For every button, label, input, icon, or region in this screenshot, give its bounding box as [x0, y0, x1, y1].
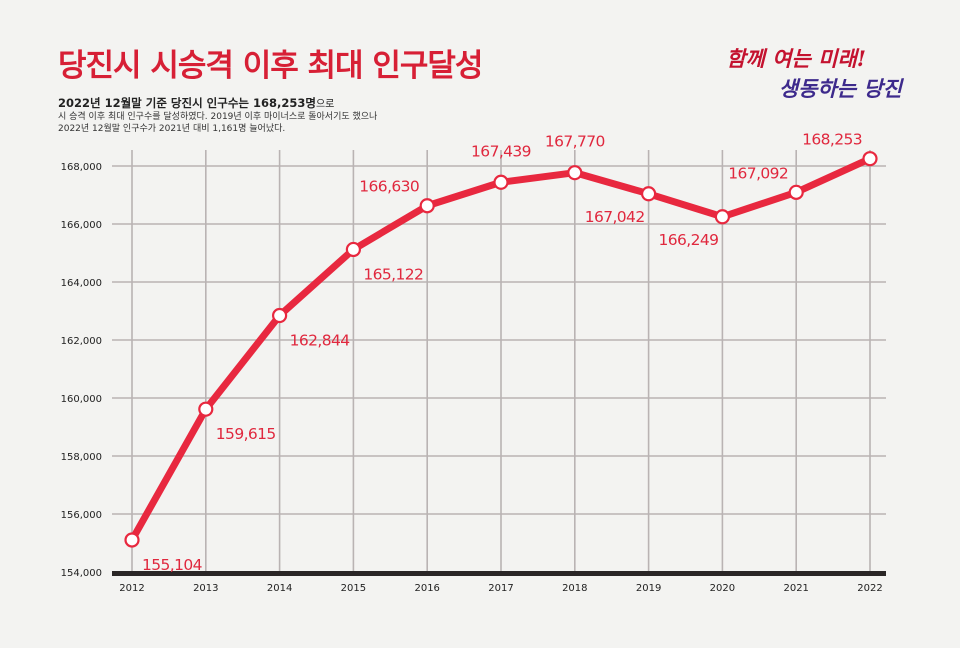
- y-tick-label: 162,000: [61, 336, 102, 347]
- data-point: [640, 186, 657, 202]
- y-tick-label: 154,000: [61, 568, 102, 579]
- data-point: [272, 307, 288, 324]
- data-label: 167,092: [728, 164, 788, 182]
- y-tick-label: 156,000: [61, 510, 102, 521]
- subtitle-body: 시 승격 이후 최대 인구수를 달성하였다. 2019년 이후 마이너스로 돌아…: [58, 111, 377, 135]
- data-label: 155,104: [142, 556, 202, 574]
- x-tick-label: 2020: [710, 583, 735, 594]
- subtitle-line-3: 2022년 12월말 인구수가 2021년 대비 1,161명 늘어났다.: [58, 124, 286, 134]
- slogan-line-2: 생동하는 당진: [778, 76, 902, 101]
- x-tick-label: 2013: [193, 583, 218, 594]
- data-point: [345, 241, 361, 258]
- data-label: 168,253: [802, 131, 862, 149]
- data-label: 167,770: [545, 133, 605, 151]
- x-tick-label: 2022: [857, 583, 882, 594]
- slogan-line-1: 함께 여는 미래!: [726, 46, 866, 71]
- slogan: 함께 여는 미래! 생동하는 당진: [726, 44, 902, 104]
- data-point: [567, 165, 583, 181]
- data-label: 167,042: [585, 208, 645, 226]
- y-tick-label: 166,000: [61, 220, 102, 231]
- x-tick-label: 2012: [119, 583, 144, 594]
- data-label: 162,844: [290, 332, 350, 350]
- chart-title: 당진시 시승격 이후 최대 인구달성: [58, 48, 483, 84]
- x-tick-label: 2017: [488, 583, 513, 594]
- subtitle-headline-text: 2022년 12월말 기준 당진시 인구수는 168,253명: [58, 96, 316, 110]
- data-point: [714, 209, 731, 225]
- data-point: [788, 184, 804, 200]
- data-point: [419, 198, 435, 214]
- subtitle-headline-suffix: 으로: [315, 99, 335, 110]
- data-point: [198, 401, 214, 417]
- x-tick-label: 2021: [783, 583, 808, 594]
- x-tick-label: 2018: [562, 583, 587, 594]
- y-tick-label: 158,000: [61, 452, 102, 463]
- data-label: 159,615: [216, 425, 276, 443]
- data-label: 167,439: [471, 142, 531, 160]
- y-tick-label: 168,000: [61, 162, 102, 173]
- x-tick-label: 2015: [341, 583, 366, 594]
- subtitle-line-2: 시 승격 이후 최대 인구수를 달성하였다. 2019년 이후 마이너스로 돌아…: [58, 112, 378, 122]
- y-tick-label: 160,000: [61, 394, 102, 405]
- data-label: 166,249: [658, 231, 718, 249]
- x-axis-baseline: [112, 571, 886, 576]
- x-tick-label: 2019: [636, 583, 661, 594]
- data-label: 166,630: [359, 178, 419, 196]
- x-tick-label: 2016: [414, 583, 439, 594]
- data-label: 165,122: [363, 265, 423, 283]
- x-tick-label: 2014: [267, 583, 292, 594]
- data-point: [124, 532, 140, 548]
- y-tick-label: 164,000: [61, 278, 102, 289]
- data-point: [493, 174, 509, 190]
- data-point: [862, 151, 878, 167]
- subtitle-headline: 2022년 12월말 기준 당진시 인구수는 168,253명으로: [58, 95, 334, 111]
